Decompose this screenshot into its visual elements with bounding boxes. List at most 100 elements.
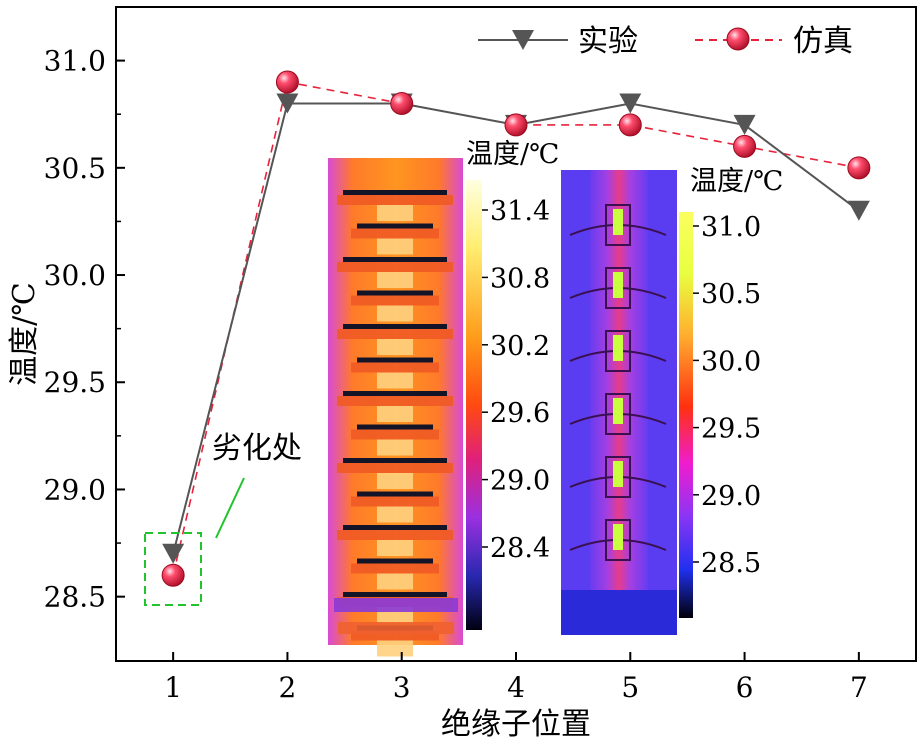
infrared-colorbar	[466, 180, 482, 630]
x-tick-label: 3	[393, 671, 411, 704]
colorbar-tick-label: 28.5	[701, 548, 761, 579]
infrared-shed-edge	[343, 324, 447, 329]
point-experiment	[733, 114, 756, 135]
infrared-inset: 温度/℃ 31.4 30.8 30.2 29.6 29.0 28.4	[328, 139, 559, 657]
simulation-base	[561, 590, 677, 635]
legend-marker-simulation	[726, 27, 750, 51]
point-experiment	[276, 93, 299, 114]
infrared-core-segment	[377, 238, 413, 255]
infrared-shed	[351, 429, 439, 440]
simulation-fitting-outline	[605, 330, 631, 372]
point-simulation	[847, 156, 871, 180]
colorbar-tick-label: 30.5	[701, 279, 761, 310]
simulation-fitting-outline	[605, 267, 631, 309]
x-tick-label: 1	[164, 671, 182, 704]
annotation-text: 劣化处	[212, 431, 302, 466]
infrared-base-shed	[338, 622, 454, 634]
y-axis-ticks: 28.5 29.0 29.5 30.0 30.5 31.0	[44, 45, 125, 614]
x-tick-label: 6	[736, 671, 754, 704]
infrared-base-shed	[334, 598, 458, 612]
point-simulation	[733, 134, 757, 158]
infrared-shed	[337, 329, 453, 339]
x-tick-label: 7	[850, 671, 868, 704]
infrared-shed	[351, 496, 439, 507]
infrared-shed	[351, 630, 439, 641]
infrared-core-segment	[377, 640, 413, 657]
y-tick-label: 30.0	[44, 259, 106, 292]
infrared-shed-edge	[343, 257, 447, 262]
infrared-shed-edge	[357, 558, 433, 564]
infrared-shed	[351, 295, 439, 306]
x-tick-label: 4	[507, 671, 525, 704]
infrared-shed-edge	[357, 424, 433, 430]
series-layer	[161, 70, 871, 587]
simulation-hotspot	[613, 209, 623, 235]
infrared-core-segment	[377, 339, 413, 355]
infrared-core-segment	[377, 439, 413, 456]
infrared-shed	[337, 396, 453, 406]
infrared-shed-edge	[357, 491, 433, 497]
simulation-colorbar-title: 温度/℃	[690, 166, 783, 197]
simulation-hotspot	[613, 461, 623, 487]
colorbar-tick-label: 30.0	[701, 346, 761, 377]
y-tick-label: 29.5	[44, 366, 106, 399]
point-simulation	[504, 113, 528, 137]
y-tick-label: 31.0	[44, 45, 106, 78]
infrared-shed-edge	[343, 458, 447, 463]
legend-label-experiment: 实验	[578, 24, 638, 59]
infrared-colorbar-title: 温度/℃	[466, 139, 559, 170]
infrared-shed-edge	[357, 223, 433, 229]
simulation-hotspot	[613, 524, 623, 550]
point-simulation	[390, 91, 414, 115]
infrared-shed	[337, 262, 453, 272]
point-experiment	[162, 543, 185, 564]
infrared-core-segment	[377, 205, 413, 221]
simulation-inset: 温度/℃ 31.0 30.5 30.0 29.5 29.0 28.5	[561, 166, 783, 635]
y-tick-label: 28.5	[44, 581, 106, 614]
colorbar-tick-label: 30.2	[490, 331, 550, 362]
infrared-colorbar-ticks: 31.4 30.8 30.2 29.6 29.0 28.4	[482, 196, 550, 564]
colorbar-tick-label: 29.0	[701, 481, 761, 512]
y-tick-label: 30.5	[44, 152, 106, 185]
simulation-colorbar	[679, 212, 693, 618]
infrared-shed	[337, 530, 453, 540]
annotation-leader	[215, 477, 245, 539]
point-simulation	[618, 113, 642, 137]
infrared-shed-edge	[343, 592, 447, 597]
simulation-sheds	[569, 204, 667, 561]
x-tick-label: 2	[279, 671, 297, 704]
infrared-core-segment	[377, 573, 413, 590]
simulation-hotspot	[613, 272, 623, 298]
colorbar-tick-label: 29.0	[490, 466, 550, 497]
infrared-sheds	[334, 190, 458, 657]
infrared-shed-edge	[357, 357, 433, 363]
legend-label-simulation: 仿真	[793, 24, 853, 59]
y-tick-label: 29.0	[44, 473, 106, 506]
colorbar-tick-label: 28.4	[490, 533, 550, 564]
infrared-shed-edge	[343, 391, 447, 396]
infrared-core-segment	[377, 372, 413, 389]
simulation-fitting-outline	[605, 393, 631, 435]
infrared-shed	[351, 228, 439, 239]
point-simulation	[275, 70, 299, 94]
annotation-box	[144, 532, 202, 606]
point-simulation	[161, 563, 185, 587]
x-axis-label: 绝缘子位置	[441, 707, 591, 742]
point-experiment	[847, 200, 870, 221]
simulation-fitting-outline	[605, 204, 631, 246]
colorbar-tick-label: 29.6	[490, 398, 550, 429]
simulation-colorbar-ticks: 31.0 30.5 30.0 29.5 29.0 28.5	[693, 212, 761, 579]
x-axis-ticks: 1 2 3 4 5 6 7	[164, 652, 868, 704]
infrared-core-segment	[377, 540, 413, 556]
infrared-shed	[337, 195, 453, 205]
legend-marker-experiment	[512, 30, 534, 50]
x-tick-label: 5	[621, 671, 639, 704]
colorbar-tick-label: 29.5	[701, 414, 761, 445]
infrared-shed	[351, 362, 439, 373]
legend: 实验 仿真	[478, 24, 853, 59]
infrared-core-segment	[377, 305, 413, 322]
y-axis-label: 温度/℃	[7, 282, 42, 386]
simulation-fitting-outline	[605, 456, 631, 498]
infrared-shed	[337, 463, 453, 473]
infrared-core-segment	[377, 406, 413, 422]
